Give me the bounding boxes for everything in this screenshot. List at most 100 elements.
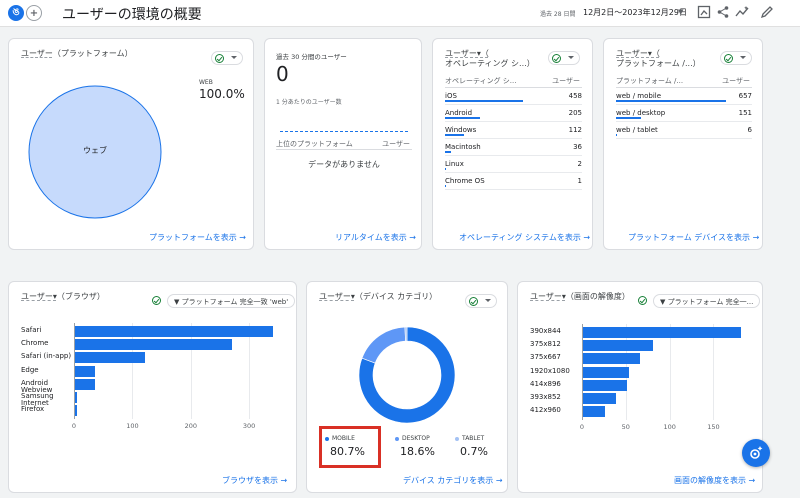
bar-category-label: 390x844 bbox=[530, 327, 561, 335]
bar[interactable] bbox=[75, 352, 145, 364]
bar-category-label: 393x852 bbox=[530, 393, 561, 401]
device-category-donut bbox=[358, 326, 456, 424]
bar[interactable] bbox=[583, 393, 617, 404]
legend-value: 100.0% bbox=[199, 87, 245, 101]
property-icon[interactable]: ঙ bbox=[8, 5, 24, 21]
check-circle-icon bbox=[724, 54, 733, 63]
bar[interactable] bbox=[583, 366, 629, 378]
table-row[interactable]: Android 205 bbox=[445, 105, 582, 122]
bar[interactable] bbox=[583, 406, 605, 418]
comparison-status[interactable] bbox=[149, 294, 163, 308]
bar-category-label: Chrome bbox=[21, 339, 49, 348]
os-row-bar bbox=[445, 151, 452, 153]
dimension-label: （画面の解像度） bbox=[565, 292, 630, 301]
pie-slice-web[interactable] bbox=[28, 85, 162, 219]
comparison-toggle[interactable] bbox=[465, 294, 497, 308]
chart-y-axis bbox=[582, 324, 583, 421]
bar[interactable] bbox=[75, 339, 233, 351]
os-row-value: 112 bbox=[568, 126, 582, 134]
platform-device-card: ユーザー▾（ プラットフォーム /...） プラットフォーム /... ユーザー… bbox=[603, 38, 763, 250]
comparison-toggle[interactable] bbox=[720, 51, 752, 65]
view-platform-link[interactable]: プラットフォームを表示 → bbox=[149, 233, 247, 242]
device-row-bar bbox=[616, 134, 618, 136]
device-row-value: 151 bbox=[738, 109, 752, 117]
bar-category-label: 412x960 bbox=[530, 406, 561, 415]
chart-gridline bbox=[248, 323, 250, 420]
bar[interactable] bbox=[583, 379, 627, 391]
date-range-value[interactable]: 12月2日～2023年12月29日 bbox=[583, 8, 687, 17]
browser-bar-chart: 0 100 200 300 Safari Chrome Safari (in-app) Edg… bbox=[9, 282, 296, 492]
os-row-name: Linux bbox=[445, 160, 464, 168]
comparison-status[interactable] bbox=[635, 294, 649, 308]
table-row[interactable]: web / mobile 657 bbox=[616, 88, 752, 105]
table-row[interactable]: web / desktop 151 bbox=[616, 105, 752, 122]
date-range-dropdown-icon[interactable]: ▼ bbox=[678, 8, 684, 16]
table-row[interactable]: Windows 112 bbox=[445, 122, 582, 139]
os-row-value: 2 bbox=[577, 160, 582, 168]
comparison-toggle[interactable] bbox=[548, 51, 580, 65]
table-row[interactable]: web / tablet 6 bbox=[616, 122, 752, 139]
insights-fab[interactable] bbox=[742, 439, 770, 467]
os-row-value: 1 bbox=[577, 177, 582, 185]
bar[interactable] bbox=[75, 326, 274, 337]
view-device-category-link[interactable]: デバイス カテゴリを表示 → bbox=[403, 476, 503, 485]
insights-icon[interactable] bbox=[735, 5, 749, 19]
filter-chip[interactable]: ▼ プラットフォーム 完全一... bbox=[653, 294, 761, 308]
device-row-name: web / tablet bbox=[616, 126, 658, 134]
metric-selector[interactable]: ユーザー▾ bbox=[319, 292, 355, 301]
table-row[interactable]: Macintosh 36 bbox=[445, 139, 582, 156]
metric-selector[interactable]: ユーザー▾（ bbox=[616, 49, 660, 58]
view-platform-device-link[interactable]: プラットフォーム デバイスを表示 → bbox=[628, 233, 760, 242]
dimension-label: オペレーティング シ...） bbox=[445, 59, 535, 68]
view-os-link[interactable]: オペレーティング システムを表示 → bbox=[459, 233, 591, 242]
filter-label: プラットフォーム 完全一... bbox=[667, 298, 754, 306]
donut-slice-mobile[interactable] bbox=[358, 326, 456, 424]
bar-category-label: Samsung Internet bbox=[21, 392, 54, 407]
os-row-value: 36 bbox=[573, 143, 582, 151]
donut-slice-desktop[interactable] bbox=[361, 326, 406, 364]
comparison-toggle[interactable] bbox=[211, 51, 243, 65]
date-range-label: 過去 28 日間 bbox=[540, 11, 576, 18]
bar[interactable] bbox=[75, 392, 78, 403]
os-row-name: Macintosh bbox=[445, 143, 481, 151]
donut-slice-tablet[interactable] bbox=[404, 326, 408, 342]
bar[interactable] bbox=[583, 340, 653, 352]
chevron-down-icon bbox=[485, 299, 491, 302]
divider bbox=[276, 149, 412, 150]
filter-chip[interactable]: ▼ プラットフォーム 完全一致 'web' bbox=[167, 294, 296, 308]
view-browser-link[interactable]: ブラウザを表示 → bbox=[222, 476, 288, 485]
metric-selector[interactable]: ユーザー▾（ bbox=[445, 49, 489, 58]
edit-icon[interactable] bbox=[760, 5, 774, 19]
bar[interactable] bbox=[583, 353, 640, 365]
realtime-subtitle: 1 分あたりのユーザー数 bbox=[276, 99, 342, 106]
legend-label: WEB bbox=[199, 79, 213, 86]
browser-card: ユーザー▾（ブラウザ） ▼ プラットフォーム 完全一致 'web' 0 100 20… bbox=[8, 281, 297, 493]
x-tick-label: 0 bbox=[579, 423, 585, 432]
view-resolution-link[interactable]: 画面の解像度を表示 → bbox=[674, 476, 756, 485]
chart-gridline bbox=[669, 324, 671, 421]
chevron-down-icon bbox=[231, 56, 237, 59]
os-row-bar bbox=[445, 168, 446, 170]
bar[interactable] bbox=[75, 378, 96, 390]
bar[interactable] bbox=[75, 365, 96, 377]
bar[interactable] bbox=[583, 327, 741, 338]
metric-selector[interactable]: ユーザー▾ bbox=[21, 292, 57, 301]
metric-selector[interactable]: ユーザー▾ bbox=[530, 292, 566, 301]
chevron-down-icon bbox=[740, 56, 746, 59]
mobile-highlight-box bbox=[319, 426, 381, 468]
share-icon[interactable] bbox=[716, 5, 730, 19]
metric-selector[interactable]: ユーザー bbox=[21, 49, 53, 58]
realtime-sparkline bbox=[280, 131, 408, 132]
check-circle-icon bbox=[215, 54, 224, 63]
check-circle-icon bbox=[469, 297, 478, 306]
legend-label: DESKTOP bbox=[402, 435, 430, 442]
view-realtime-link[interactable]: リアルタイムを表示 → bbox=[335, 233, 417, 242]
add-comparison-icon[interactable]: + bbox=[26, 5, 42, 21]
table-row[interactable]: Linux 2 bbox=[445, 156, 582, 173]
table-row[interactable]: iOS 458 bbox=[445, 88, 582, 105]
customize-report-icon[interactable] bbox=[697, 5, 711, 19]
bar[interactable] bbox=[75, 405, 77, 417]
table-row[interactable]: Chrome OS 1 bbox=[445, 173, 582, 190]
os-row-name: Chrome OS bbox=[445, 177, 485, 185]
device-category-card: ユーザー▾（デバイス カテゴリ） MOBILE 80.7% DESKTOP 18.6%… bbox=[306, 281, 508, 493]
